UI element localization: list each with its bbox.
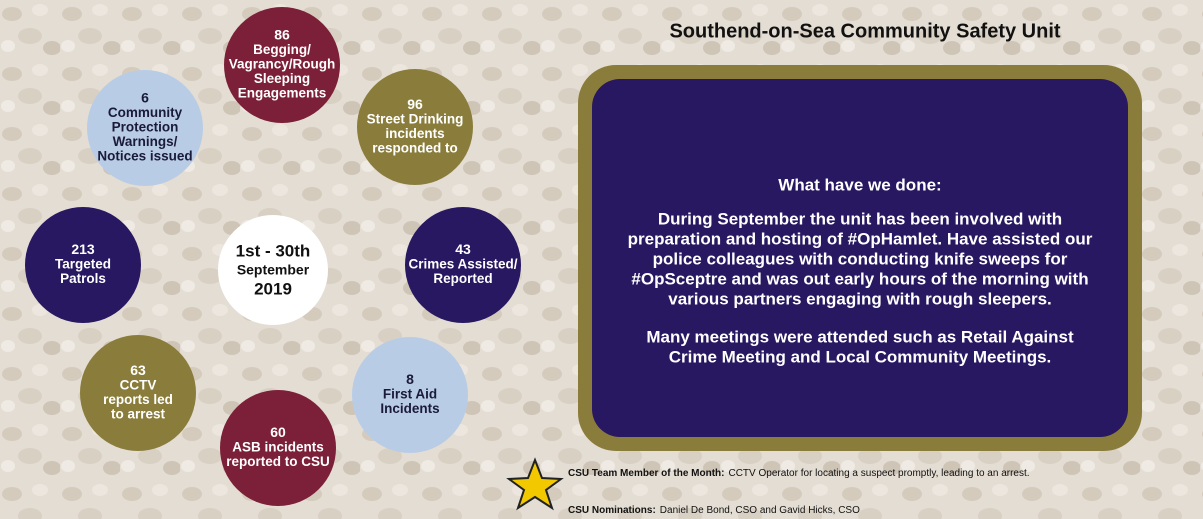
stat-label: Targeted [55,257,111,272]
stat-label: Vagrancy/Rough [229,57,336,72]
footer-text: CCTV Operator for locating a suspect pro… [728,468,1029,479]
stat-label: Warnings/ [113,134,178,149]
stat-label: to arrest [111,406,166,421]
stat-label: CCTV [120,377,157,392]
panel-text: Crime Meeting and Local Community Meetin… [669,347,1052,366]
page: Southend-on-Sea Community Safety Unit 86… [0,0,1203,519]
stat-value: 60 [270,424,286,440]
stat-label: reports led [103,392,173,407]
stat-value: 43 [455,241,471,257]
stat-label: Sleeping [254,71,310,86]
stat-label: Begging/ [253,42,311,57]
stat-value: 8 [406,371,414,387]
stat-label: incidents [385,126,444,141]
panel-text: During September the unit has been invol… [658,209,1062,228]
stat-value: 213 [71,241,95,257]
footer-label: CSU Team Member of the Month: [568,468,724,479]
stat-value: 86 [274,27,290,43]
stat-label: Engagements [238,86,327,101]
panel-text: #OpSceptre and was out early hours of th… [631,269,1088,288]
panel-heading: What have we done: [778,175,941,194]
period-text: 2019 [254,279,292,298]
stat-label: Patrols [60,271,106,286]
stat-label: Street Drinking [367,111,464,126]
title: Southend-on-Sea Community Safety Unit [669,20,1060,42]
stat-value: 96 [407,96,423,112]
footer-text: Daniel De Bond, CSO and Gavid Hicks, CSO [660,505,860,516]
panel-text: preparation and hosting of #OpHamlet. Ha… [628,229,1093,248]
stat-value: 63 [130,362,146,378]
stat-label: reported to CSU [226,454,330,469]
infographic: Southend-on-Sea Community Safety Unit 86… [0,0,1203,519]
panel-text: Many meetings were attended such as Reta… [646,327,1074,346]
period-text: September [237,262,310,278]
stat-label: Incidents [380,401,439,416]
stat-label: Protection [112,120,179,135]
footer-line: CSU Nominations: Daniel De Bond, CSO and … [568,505,860,516]
period-text: 1st - 30th [236,241,311,260]
stat-label: Notices issued [97,149,192,164]
stat-label: Community [108,105,183,120]
stat-label: Crimes Assisted/ [408,257,517,272]
panel-text: various partners engaging with rough sle… [668,289,1052,308]
stat-label: Reported [433,271,492,286]
stat-label: ASB incidents [232,440,324,455]
footer-line: CSU Team Member of the Month: CCTV Operat… [568,468,1030,479]
panel-text: police colleagues with conducting knife … [653,249,1068,268]
stat-label: First Aid [383,387,437,402]
stat-value: 6 [141,90,149,106]
stat-label: responded to [372,140,458,155]
footer-label: CSU Nominations: [568,505,656,516]
